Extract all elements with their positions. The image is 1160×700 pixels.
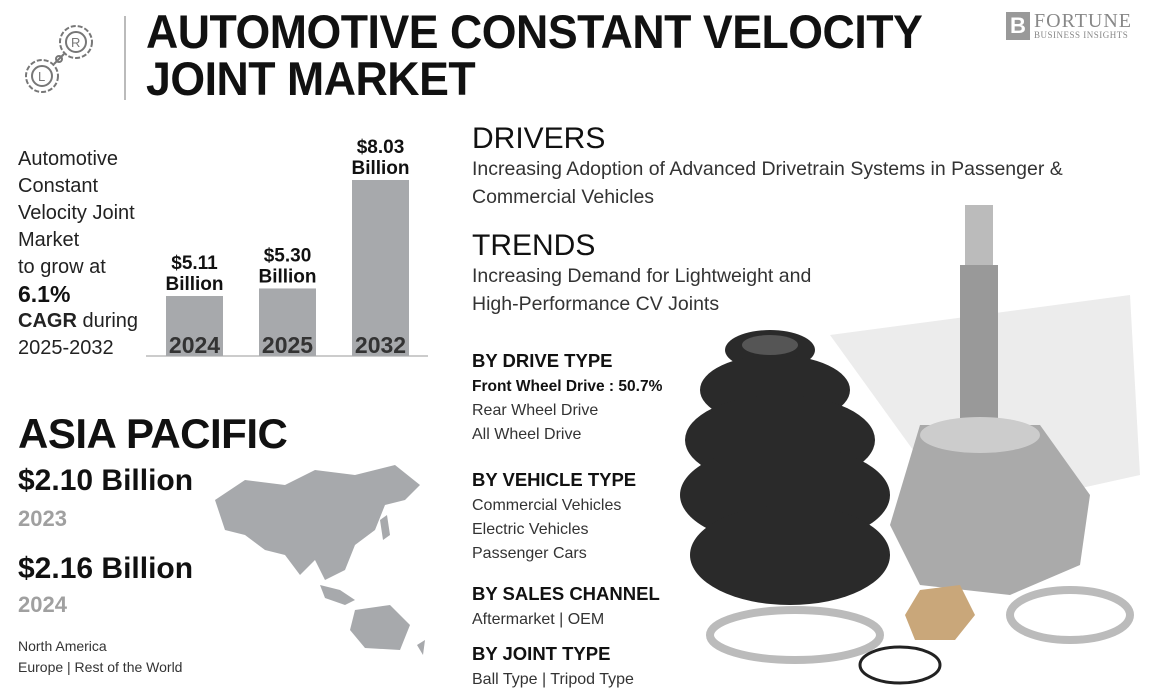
- trends-text: Increasing Demand for Lightweight and Hig…: [472, 265, 812, 315]
- segment-vehicle-type: BY VEHICLE TYPE Commercial Vehicles Electr…: [472, 469, 637, 562]
- svg-text:R: R: [71, 35, 80, 50]
- bar-2025: [259, 288, 316, 356]
- bar-2032: [352, 180, 409, 356]
- data-label-2032: $8.03: [357, 137, 405, 158]
- data-label-2024: Billion: [165, 274, 223, 295]
- market-size-bar-chart: 2024$5.11Billion2025$5.30Billion2032$8.0…: [146, 137, 428, 358]
- data-label-2032: Billion: [351, 158, 409, 179]
- region-value-2023: $2.10 Billion: [18, 464, 194, 497]
- segment-drive-type: BY DRIVE TYPE Front Wheel Drive : 50.7% Re…: [472, 350, 663, 443]
- other-regions: North America: [18, 638, 107, 654]
- growth-summary: Automotive Constant Velocity Joint Market to…: [18, 148, 139, 359]
- region-name: ASIA PACIFIC: [18, 410, 288, 457]
- other-regions-2: Europe | Rest of the World: [18, 659, 183, 675]
- segment-sales-channel: BY SALES CHANNEL Aftermarket | OEM: [472, 583, 660, 628]
- region-value-2024: $2.16 Billion: [18, 552, 194, 585]
- divider: [124, 16, 126, 100]
- asia-pacific-map: [205, 460, 435, 665]
- region-year-2024: 2024: [18, 592, 67, 617]
- data-label-2024: $5.11: [171, 253, 218, 274]
- year-label-2032: 2032: [355, 332, 406, 358]
- cv-joint-product-image: [660, 195, 1160, 700]
- drivers-heading: DRIVERS: [472, 122, 606, 155]
- year-label-2025: 2025: [262, 332, 313, 358]
- logo-mark: B: [1006, 12, 1030, 40]
- data-label-2025: Billion: [258, 266, 316, 287]
- trends-heading: TRENDS: [472, 229, 596, 262]
- svg-text:L: L: [38, 69, 45, 84]
- region-year-2023: 2023: [18, 506, 67, 531]
- data-label-2025: $5.30: [264, 245, 312, 266]
- segment-joint-type: BY JOINT TYPE Ball Type | Tripod Type: [472, 643, 634, 688]
- drivers-text: Increasing Adoption of Advanced Drivetra…: [472, 158, 1063, 208]
- fortune-logo: B FORTUNE BUSINESS INSIGHTS: [1006, 11, 1132, 40]
- gear-chain-icon: R L: [20, 18, 100, 103]
- year-label-2024: 2024: [169, 332, 220, 358]
- bar-2024: [166, 296, 223, 356]
- page-title: AUTOMOTIVE CONSTANT VELOCITY JOINT MARKET: [146, 5, 923, 105]
